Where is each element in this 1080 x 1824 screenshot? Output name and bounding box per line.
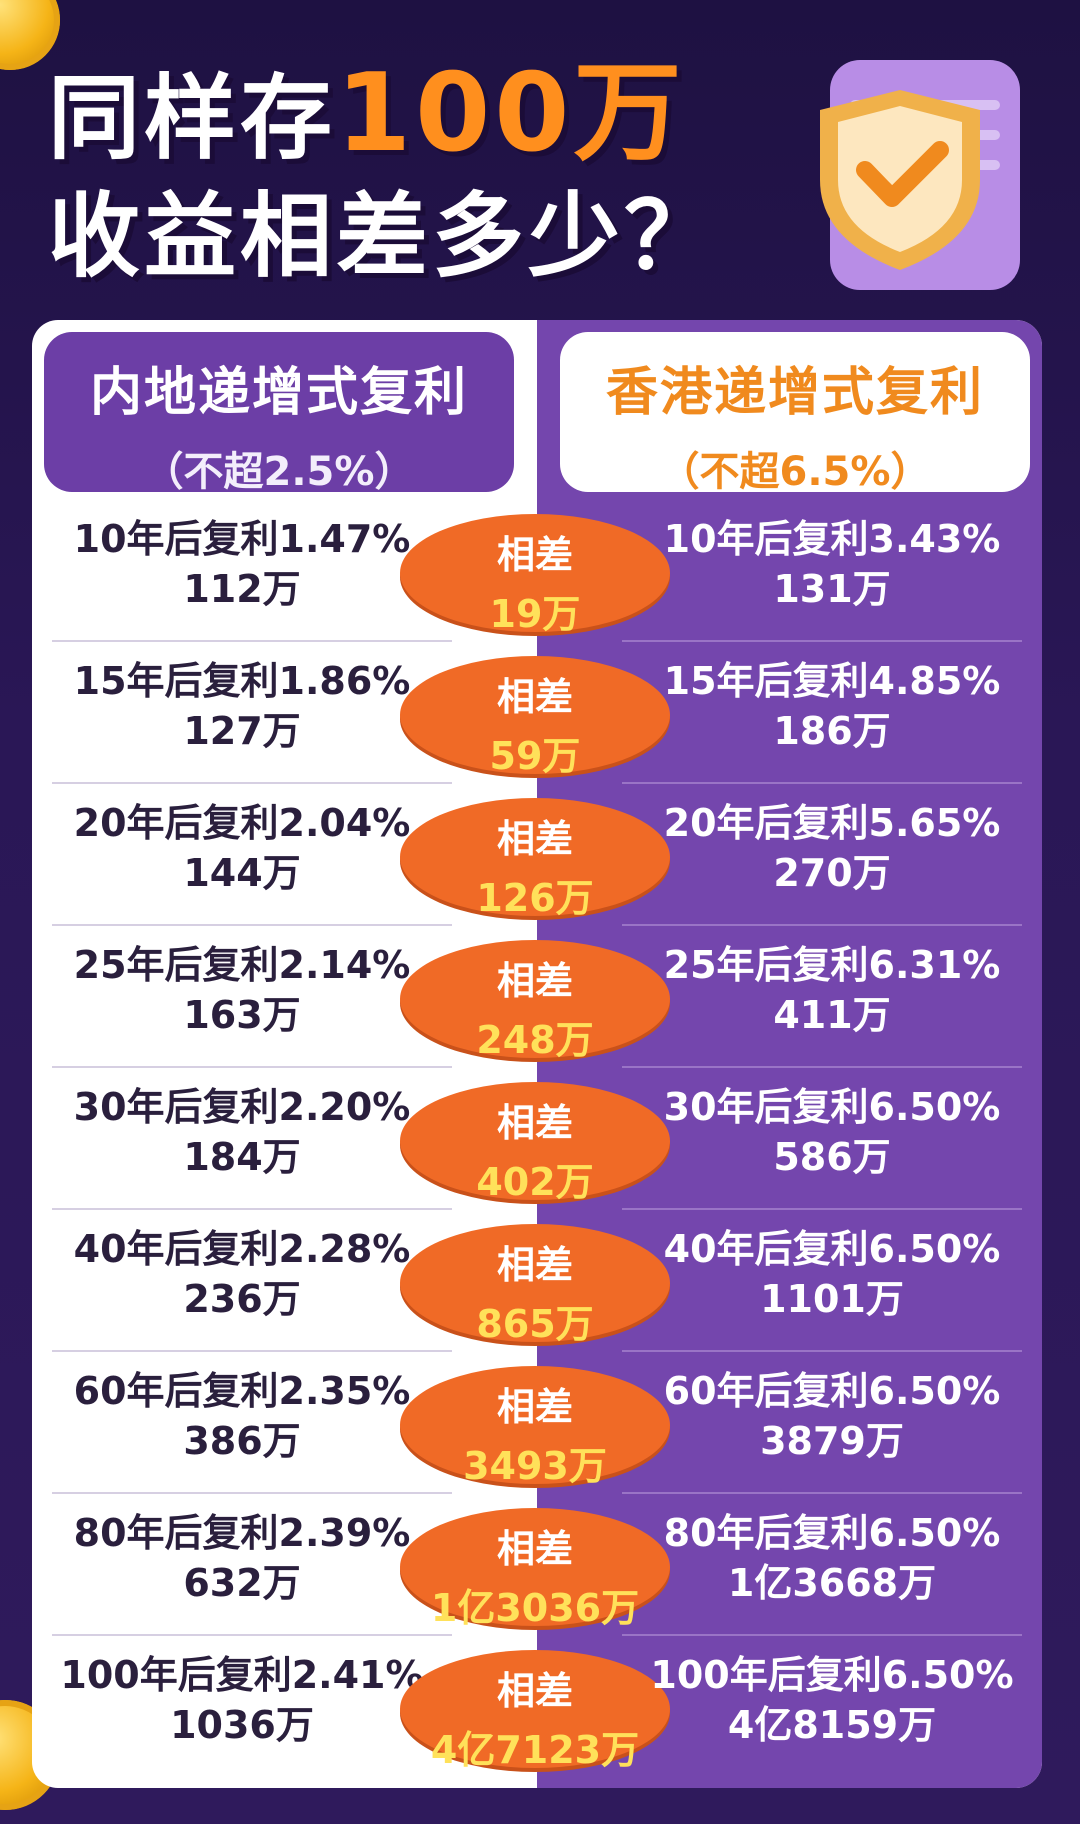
hongkong-cell: 40年后复利6.50% 1101万 — [663, 1227, 1001, 1321]
header-hongkong-sub: （不超6.5%） — [659, 449, 931, 495]
hongkong-cell: 15年后复利4.85% 186万 — [663, 659, 1001, 753]
hongkong-cell: 100年后复利6.50% 4亿8159万 — [650, 1653, 1014, 1747]
table-row: 60年后复利2.35% 386万 相差 3493万 60年后复利6.50% 3879万 — [32, 1352, 1042, 1494]
row-divider — [52, 1066, 452, 1068]
difference-badge: 相差 126万 — [400, 798, 670, 920]
mainland-cell: 20年后复利2.04% 144万 — [73, 801, 411, 895]
hongkong-cell: 80年后复利6.50% 1亿3668万 — [663, 1511, 1001, 1605]
difference-badge: 相差 19万 — [400, 514, 670, 636]
table-row: 20年后复利2.04% 144万 相差 126万 20年后复利5.65% 270万 — [32, 784, 1042, 926]
table-row: 15年后复利1.86% 127万 相差 59万 15年后复利4.85% 186万 — [32, 642, 1042, 784]
row-divider — [622, 1634, 1022, 1636]
header-mainland: 内地递增式复利 （不超2.5%） — [44, 332, 514, 495]
row-divider — [52, 1350, 452, 1352]
row-divider — [622, 1208, 1022, 1210]
mainland-cell: 15年后复利1.86% 127万 — [73, 659, 411, 753]
header-hongkong-title: 香港递增式复利 — [605, 363, 984, 423]
difference-badge: 相差 248万 — [400, 940, 670, 1062]
hongkong-cell: 60年后复利6.50% 3879万 — [663, 1369, 1001, 1463]
mainland-cell: 80年后复利2.39% 632万 — [73, 1511, 411, 1605]
row-divider — [622, 1350, 1022, 1352]
row-divider — [52, 1492, 452, 1494]
mainland-cell: 25年后复利2.14% 163万 — [73, 943, 411, 1037]
row-divider — [622, 924, 1022, 926]
row-divider — [622, 782, 1022, 784]
hongkong-cell: 30年后复利6.50% 586万 — [663, 1085, 1001, 1179]
difference-badge: 相差 402万 — [400, 1082, 670, 1204]
row-divider — [52, 924, 452, 926]
title-line2: 收益相差多少？ — [48, 183, 721, 290]
row-divider — [622, 1066, 1022, 1068]
difference-badge: 相差 3493万 — [400, 1366, 670, 1488]
mainland-cell: 30年后复利2.20% 184万 — [73, 1085, 411, 1179]
table-row: 40年后复利2.28% 236万 相差 865万 40年后复利6.50% 1101万 — [32, 1210, 1042, 1352]
row-divider — [52, 640, 452, 642]
table-row: 10年后复利1.47% 112万 相差 19万 10年后复利3.43% 131万 — [32, 500, 1042, 642]
comparison-table: 内地递增式复利 （不超2.5%） 香港递增式复利 （不超6.5%） 10年后复利… — [32, 320, 1042, 1788]
row-divider — [622, 640, 1022, 642]
table-row: 100年后复利2.41% 1036万 相差 4亿7123万 100年后复利6.50%… — [32, 1636, 1042, 1778]
header-mainland-sub: （不超2.5%） — [143, 449, 415, 495]
difference-badge: 相差 865万 — [400, 1224, 670, 1346]
mainland-cell: 40年后复利2.28% 236万 — [73, 1227, 411, 1321]
page-title: 同样存100万 收益相差多少？ — [48, 55, 720, 296]
row-divider — [622, 1492, 1022, 1494]
difference-badge: 相差 1亿3036万 — [400, 1508, 670, 1630]
check-icon — [856, 141, 949, 207]
table-row: 30年后复利2.20% 184万 相差 402万 30年后复利6.50% 586万 — [32, 1068, 1042, 1210]
title-highlight: 100万 — [336, 51, 686, 176]
hongkong-cell: 25年后复利6.31% 411万 — [663, 943, 1001, 1037]
title-line1: 同样存100万 — [48, 51, 686, 176]
row-divider — [52, 1634, 452, 1636]
difference-badge: 相差 59万 — [400, 656, 670, 778]
table-row: 80年后复利2.39% 632万 相差 1亿3036万 80年后复利6.50% 1亿3… — [32, 1494, 1042, 1636]
mainland-cell: 10年后复利1.47% 112万 — [73, 517, 411, 611]
hongkong-cell: 10年后复利3.43% 131万 — [663, 517, 1001, 611]
table-row: 25年后复利2.14% 163万 相差 248万 25年后复利6.31% 411万 — [32, 926, 1042, 1068]
shield-scroll-icon — [820, 60, 1020, 290]
header-mainland-title: 内地递增式复利 — [89, 363, 468, 423]
difference-badge: 相差 4亿7123万 — [400, 1650, 670, 1772]
row-divider — [52, 1208, 452, 1210]
hongkong-cell: 20年后复利5.65% 270万 — [663, 801, 1001, 895]
mainland-cell: 100年后复利2.41% 1036万 — [60, 1653, 424, 1747]
row-divider — [52, 782, 452, 784]
mainland-cell: 60年后复利2.35% 386万 — [73, 1369, 411, 1463]
header-hongkong: 香港递增式复利 （不超6.5%） — [560, 332, 1030, 495]
